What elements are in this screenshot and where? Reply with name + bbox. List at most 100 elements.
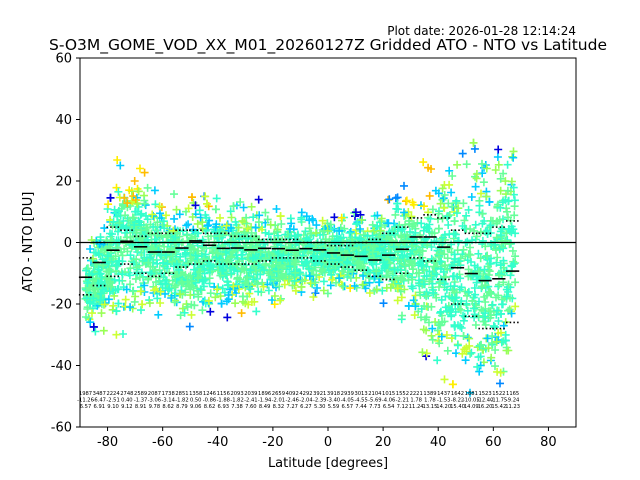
- scatter-point: [280, 280, 289, 289]
- scatter-point: [485, 197, 494, 206]
- scatter-point: [104, 295, 113, 304]
- scatter-point: [445, 211, 454, 219]
- scatter-point: [507, 261, 516, 270]
- scatter-point: [291, 258, 300, 267]
- scatter-point: [419, 325, 428, 334]
- scatter-point: [496, 379, 504, 388]
- scatter-point: [422, 292, 431, 301]
- scatter-point: [427, 243, 436, 251]
- scatter-point: [216, 225, 225, 234]
- scatter-point: [434, 224, 443, 233]
- scatter-point: [445, 166, 454, 175]
- scatter-point: [186, 291, 195, 300]
- scatter-point: [478, 282, 487, 291]
- scatter-point: [424, 224, 433, 233]
- bin-annotation: 0.50: [190, 398, 202, 404]
- scatter-point: [155, 202, 164, 211]
- scatter-point: [138, 300, 147, 309]
- scatter-point: [434, 215, 442, 224]
- scatter-point: [402, 196, 411, 205]
- scatter-point: [128, 287, 137, 296]
- scatter-point: [459, 199, 468, 208]
- scatter-point: [372, 285, 381, 294]
- scatter-point: [507, 309, 516, 318]
- scatter-point: [330, 213, 339, 222]
- scatter-point: [140, 168, 149, 177]
- scatter-point: [494, 160, 503, 169]
- scatter-point: [408, 198, 417, 207]
- scatter-point: [237, 264, 246, 273]
- scatter-point: [132, 263, 141, 272]
- scatter-point: [484, 288, 493, 297]
- bin-annotation: -2.41: [244, 398, 257, 404]
- scatter-point: [450, 255, 459, 263]
- bin-annotation: -11.75: [490, 398, 507, 404]
- scatter-point: [441, 303, 450, 312]
- scatter-point: [93, 279, 102, 288]
- scatter-point: [193, 219, 202, 228]
- scatter-point: [499, 278, 508, 287]
- scatter-point: [159, 217, 168, 226]
- scatter-point: [437, 257, 446, 266]
- scatter-point: [419, 266, 428, 274]
- scatter-point: [478, 209, 487, 218]
- scatter-point: [422, 272, 431, 281]
- bin-annotation: 6.91: [94, 404, 106, 410]
- scatter-point: [417, 261, 426, 270]
- scatter-point: [163, 247, 172, 256]
- scatter-point: [435, 253, 443, 261]
- scatter-point: [433, 356, 442, 365]
- bin-annotation: 2748: [120, 391, 133, 397]
- bin-annotation: 9.78: [149, 404, 161, 410]
- scatter-point: [438, 239, 447, 248]
- bin-annotation: -1.53: [437, 398, 450, 404]
- scatter-point: [372, 267, 381, 276]
- scatter-point: [171, 289, 180, 298]
- scatter-point: [468, 296, 477, 305]
- scatter-point: [216, 213, 224, 222]
- scatter-point: [476, 352, 485, 361]
- scatter-point: [182, 221, 191, 230]
- scatter-point: [511, 229, 520, 238]
- scatter-point: [496, 186, 505, 195]
- scatter-point: [461, 356, 470, 365]
- scatter-point: [278, 256, 287, 265]
- scatter-point: [229, 282, 238, 291]
- scatter-point: [458, 349, 467, 358]
- scatter-point: [463, 333, 472, 342]
- scatter-point: [140, 199, 149, 208]
- scatter-point: [159, 258, 168, 267]
- scatter-point: [271, 236, 280, 245]
- scatter-point: [508, 246, 517, 255]
- bin-annotation: 6.54: [383, 404, 395, 410]
- scatter-point: [188, 213, 197, 221]
- scatter-point: [115, 219, 124, 227]
- scatter-point: [508, 152, 517, 161]
- scatter-point: [272, 205, 281, 213]
- bin-annotation: 1987: [79, 391, 92, 397]
- scatter-point: [105, 265, 114, 274]
- scatter-point: [231, 217, 240, 226]
- scatter-point: [236, 198, 245, 206]
- scatter-point: [425, 318, 433, 327]
- scatter-point: [510, 211, 519, 220]
- scatter-point: [263, 215, 272, 224]
- scatter-point: [245, 247, 254, 256]
- scatter-point: [209, 262, 218, 271]
- x-tick-label: 0: [324, 435, 332, 450]
- scatter-point: [227, 224, 235, 232]
- scatter-point: [118, 270, 127, 279]
- scatter-point: [250, 262, 259, 271]
- scatter-point: [165, 284, 174, 293]
- scatter-point: [445, 180, 454, 189]
- scatter-point: [121, 211, 130, 220]
- bin-annotation: -4.06: [382, 398, 395, 404]
- scatter-point: [135, 273, 144, 282]
- scatter-point: [477, 340, 485, 349]
- scatter-point: [376, 226, 385, 235]
- scatter-point: [424, 303, 433, 311]
- y-tick-label: -20: [51, 298, 72, 313]
- scatter-point: [480, 293, 489, 301]
- scatter-point: [505, 305, 514, 314]
- scatter-point: [177, 278, 186, 287]
